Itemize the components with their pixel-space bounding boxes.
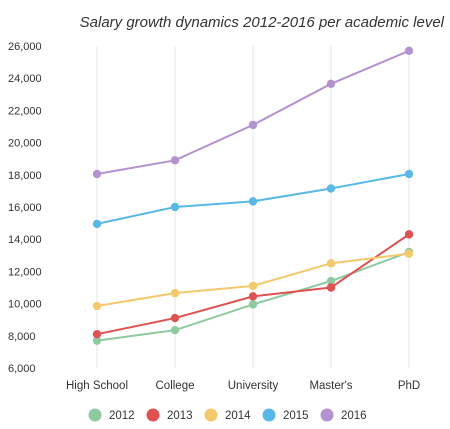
data-point [404, 230, 414, 239]
legend-marker [204, 408, 218, 422]
data-point [170, 202, 180, 212]
chart-title: Salary growth dynamics 2012-2016 per aca… [79, 14, 444, 31]
data-point [326, 276, 336, 286]
series-group [92, 46, 414, 345]
legend: 2012 2013 2014 2015 2016 [88, 408, 367, 422]
data-point [248, 300, 258, 309]
y-tick-label: 26,000 [8, 41, 42, 53]
data-point [404, 169, 414, 179]
series-2014 [92, 249, 414, 311]
legend-label: 2015 [283, 410, 309, 422]
data-point [92, 336, 102, 345]
data-point [92, 301, 102, 311]
series-2013 [92, 230, 414, 339]
legend-item-2013: 2013 [146, 408, 193, 422]
grid-lines [96, 46, 410, 368]
x-tick-label: University [228, 380, 279, 392]
legend-marker [146, 408, 160, 422]
data-point [92, 169, 102, 179]
legend-label: 2016 [341, 410, 367, 422]
data-point [326, 259, 336, 268]
data-point [326, 79, 336, 89]
y-axis-ticks: 6,000 8,000 10,000 12,000 14,000 16,000 18,000… [8, 41, 42, 375]
y-tick-label: 12,000 [8, 266, 42, 278]
series-2015 [92, 169, 414, 229]
legend-label: 2013 [167, 410, 193, 422]
y-tick-label: 24,000 [8, 73, 42, 85]
data-point [326, 283, 336, 292]
y-tick-label: 14,000 [8, 234, 42, 246]
x-axis-ticks: High School College University Master's PhD [66, 380, 420, 392]
x-tick-label: College [156, 380, 195, 392]
x-tick-label: Master's [309, 380, 352, 392]
series-2016 [92, 46, 414, 179]
data-point [170, 313, 180, 323]
legend-label: 2014 [225, 410, 251, 422]
legend-label: 2012 [109, 410, 135, 422]
data-point [404, 46, 414, 56]
legend-marker [262, 408, 276, 422]
data-point [92, 219, 102, 229]
legend-item-2012: 2012 [88, 408, 135, 422]
series-2012 [92, 247, 414, 345]
legend-item-2014: 2014 [204, 408, 251, 422]
data-point [92, 329, 102, 339]
data-point [170, 288, 180, 298]
legend-marker [88, 408, 102, 422]
y-tick-label: 22,000 [8, 105, 42, 117]
y-tick-label: 6,000 [8, 363, 36, 375]
y-tick-label: 18,000 [8, 170, 42, 182]
legend-item-2015: 2015 [262, 408, 309, 422]
y-tick-label: 16,000 [8, 202, 42, 214]
y-tick-label: 8,000 [8, 331, 36, 343]
y-tick-label: 10,000 [8, 299, 42, 311]
data-point [248, 292, 258, 301]
data-point [248, 281, 258, 291]
data-point [326, 184, 336, 193]
data-point [248, 197, 258, 206]
x-tick-label: High School [66, 380, 128, 392]
y-tick-label: 20,000 [8, 138, 42, 150]
data-point [404, 249, 414, 258]
data-point [170, 325, 180, 335]
data-point [170, 156, 180, 165]
data-point [248, 120, 258, 130]
legend-marker [320, 408, 334, 422]
x-tick-label: PhD [398, 380, 420, 392]
legend-item-2016: 2016 [320, 408, 367, 422]
